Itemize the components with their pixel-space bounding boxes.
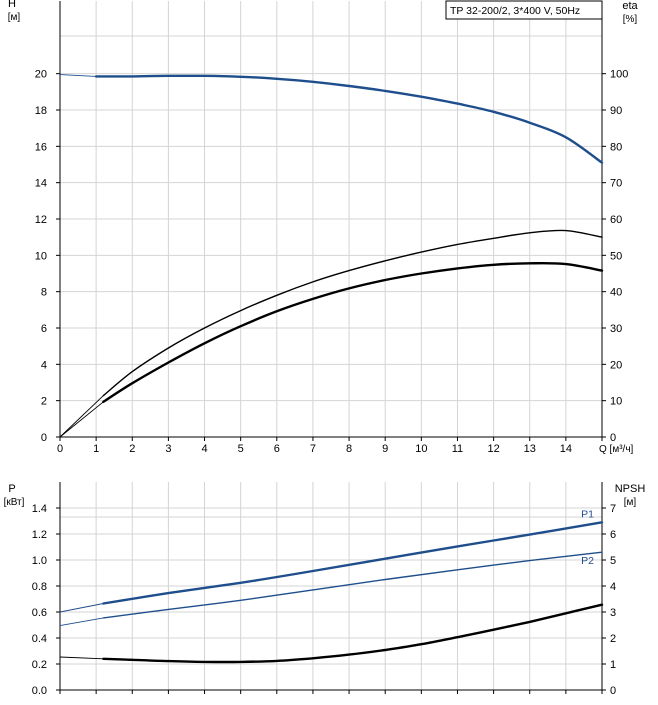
top-x-tick-label: 4: [201, 443, 207, 455]
top-right-tick-label: 20: [610, 359, 622, 371]
top-left-tick-label: 20: [35, 69, 47, 81]
series-label-p2: P2: [581, 555, 594, 567]
top-x-tick-label: 1: [93, 443, 99, 455]
bottom-left-tick-label: 0.4: [32, 633, 47, 645]
top-right-tick-label: 30: [610, 323, 622, 335]
bottom-series-2-tail: [59, 656, 104, 660]
bottom-right-tick-label: 0: [610, 685, 616, 697]
top-right-axis-name: eta: [622, 0, 638, 12]
top-left-tick-label: 6: [41, 323, 47, 335]
top-left-tick-label: 8: [41, 287, 47, 299]
bottom-series-2-line: [102, 603, 604, 664]
bottom-left-tick-label: 1.0: [32, 555, 47, 567]
bottom-right-tick-label: 4: [610, 581, 616, 593]
top-left-tick-label: 16: [35, 141, 47, 153]
top-x-tick-label: 6: [274, 443, 280, 455]
top-right-tick-label: 100: [610, 69, 628, 81]
x-axis-label: Q [м³/ч]: [599, 444, 634, 455]
bottom-right-axis-unit: [м]: [624, 497, 637, 508]
top-x-tick-label: 14: [560, 443, 572, 455]
top-right-tick-label: 70: [610, 178, 622, 190]
bottom-left-axis-unit: [кВт]: [4, 497, 25, 508]
top-right-tick-label: 90: [610, 105, 622, 117]
bottom-right-tick-label: 5: [610, 555, 616, 567]
bottom-left-tick-label: 0.6: [32, 607, 47, 619]
bottom-left-tick-label: 0.0: [32, 685, 47, 697]
top-x-tick-label: 3: [165, 443, 171, 455]
top-left-axis-unit: [м]: [8, 12, 21, 23]
bottom-right-axis-name: NPSH: [615, 483, 646, 495]
top-x-tick-label: 10: [415, 443, 427, 455]
top-x-tick-label: 7: [310, 443, 316, 455]
top-right-axis-unit: [%]: [623, 14, 638, 25]
top-left-tick-label: 4: [41, 359, 47, 371]
top-x-tick-label: 13: [524, 443, 536, 455]
chart-title: TP 32-200/2, 3*400 V, 50Hz: [450, 5, 580, 17]
bottom-left-tick-label: 1.4: [32, 503, 47, 515]
top-x-tick-label: 11: [452, 443, 463, 455]
top-right-tick-label: 40: [610, 287, 622, 299]
top-series-2-line: [102, 261, 604, 403]
top-left-tick-label: 2: [41, 396, 47, 408]
top-series-0-tail: [59, 74, 97, 77]
series-label-p1: P1: [581, 508, 594, 520]
bottom-left-tick-label: 0.8: [32, 581, 47, 593]
bottom-right-tick-label: 2: [610, 633, 616, 645]
bottom-series-0-line: [102, 521, 604, 605]
bottom-right-tick-label: 7: [610, 503, 616, 515]
top-series-1-line: [102, 229, 603, 397]
bottom-left-axis-name: P: [8, 483, 15, 495]
bottom-left-tick-label: 1.2: [32, 529, 47, 541]
top-series-0-line: [94, 74, 604, 164]
bottom-left-tick-label: 0.2: [32, 659, 47, 671]
top-x-tick-label: 2: [129, 443, 135, 455]
bottom-right-tick-label: 1: [610, 659, 616, 671]
top-x-tick-label: 12: [487, 443, 499, 455]
top-left-axis-name: H: [8, 0, 16, 10]
chart-title-box: [445, 0, 603, 20]
top-left-tick-label: 14: [35, 178, 47, 190]
top-right-tick-label: 50: [610, 250, 622, 262]
top-series-1-tail: [59, 395, 104, 438]
bottom-series-0-tail: [59, 603, 104, 613]
top-right-tick-label: 0: [610, 432, 616, 444]
top-series-2-tail: [59, 401, 104, 438]
bottom-right-tick-label: 3: [610, 607, 616, 619]
top-left-tick-label: 12: [35, 214, 47, 226]
top-left-tick-label: 18: [35, 105, 47, 117]
top-right-tick-label: 10: [610, 396, 622, 408]
bottom-series-1-tail: [59, 617, 104, 627]
bottom-series-1-line: [102, 551, 603, 619]
top-right-tick-label: 60: [610, 214, 622, 226]
top-x-tick-label: 0: [57, 443, 63, 455]
top-x-tick-label: 9: [382, 443, 388, 455]
top-x-tick-label: 5: [238, 443, 244, 455]
top-x-tick-label: 8: [346, 443, 352, 455]
top-left-tick-label: 10: [35, 250, 47, 262]
top-left-tick-label: 0: [41, 432, 47, 444]
bottom-right-tick-label: 6: [610, 529, 616, 541]
top-right-tick-label: 80: [610, 141, 622, 153]
